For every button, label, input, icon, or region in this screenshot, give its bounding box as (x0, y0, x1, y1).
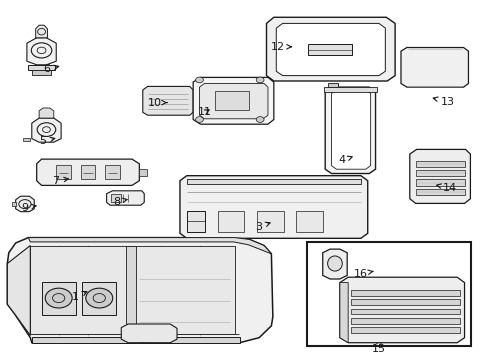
Polygon shape (106, 191, 144, 205)
Ellipse shape (256, 77, 264, 83)
Polygon shape (350, 309, 459, 314)
Polygon shape (415, 189, 464, 195)
Polygon shape (32, 337, 239, 343)
Polygon shape (32, 118, 61, 142)
Ellipse shape (86, 288, 112, 308)
Polygon shape (324, 87, 376, 92)
Polygon shape (23, 138, 30, 141)
Text: 14: 14 (436, 183, 456, 193)
Polygon shape (111, 194, 121, 202)
Polygon shape (28, 65, 55, 70)
Text: 9: 9 (21, 203, 36, 213)
Text: 13: 13 (432, 96, 453, 107)
Polygon shape (215, 91, 249, 110)
Polygon shape (276, 23, 385, 76)
Polygon shape (37, 159, 139, 185)
Text: 1: 1 (72, 292, 87, 302)
Polygon shape (295, 211, 322, 232)
Polygon shape (121, 324, 177, 343)
Text: 6: 6 (43, 64, 59, 74)
Polygon shape (139, 169, 146, 176)
Polygon shape (126, 246, 136, 330)
Text: 5: 5 (40, 136, 55, 146)
Polygon shape (415, 179, 464, 186)
Polygon shape (350, 327, 459, 333)
Polygon shape (339, 283, 347, 343)
Polygon shape (322, 249, 346, 279)
Polygon shape (186, 211, 205, 232)
Polygon shape (415, 170, 464, 176)
Polygon shape (400, 48, 468, 87)
Ellipse shape (256, 117, 264, 122)
Polygon shape (193, 77, 273, 124)
Polygon shape (32, 70, 51, 75)
Polygon shape (350, 290, 459, 296)
Polygon shape (27, 38, 56, 65)
Polygon shape (41, 282, 76, 315)
Polygon shape (12, 202, 16, 206)
Polygon shape (350, 299, 459, 305)
Text: 8: 8 (113, 197, 127, 207)
Text: 4: 4 (338, 155, 351, 165)
Text: 12: 12 (270, 42, 291, 52)
Text: 3: 3 (255, 222, 269, 232)
Ellipse shape (195, 117, 203, 122)
Ellipse shape (45, 288, 72, 308)
Polygon shape (256, 211, 283, 232)
Polygon shape (36, 25, 47, 38)
Polygon shape (186, 179, 360, 184)
Text: 15: 15 (371, 339, 385, 354)
Polygon shape (409, 149, 469, 203)
Polygon shape (28, 238, 271, 254)
Bar (105, 165, 120, 179)
Polygon shape (30, 246, 234, 334)
Polygon shape (307, 44, 351, 55)
Polygon shape (325, 87, 375, 174)
Polygon shape (16, 196, 34, 212)
Polygon shape (266, 17, 394, 81)
Polygon shape (331, 90, 370, 169)
Polygon shape (180, 176, 367, 238)
Polygon shape (7, 246, 30, 336)
Bar (81, 165, 95, 179)
Polygon shape (415, 161, 464, 167)
Ellipse shape (195, 77, 203, 83)
Text: 10: 10 (147, 98, 167, 108)
Polygon shape (339, 277, 464, 343)
Polygon shape (350, 318, 459, 324)
Polygon shape (199, 84, 267, 119)
Polygon shape (142, 86, 193, 115)
Text: 7: 7 (52, 176, 68, 186)
Polygon shape (7, 238, 272, 343)
Bar (306, 242, 470, 346)
Polygon shape (39, 108, 54, 118)
Text: 11: 11 (197, 107, 211, 117)
Text: 16: 16 (353, 269, 373, 279)
Text: 2: 2 (139, 335, 152, 345)
Ellipse shape (327, 256, 342, 271)
Bar (56, 165, 71, 179)
Polygon shape (82, 282, 116, 315)
Polygon shape (327, 83, 338, 87)
Polygon shape (217, 211, 244, 232)
